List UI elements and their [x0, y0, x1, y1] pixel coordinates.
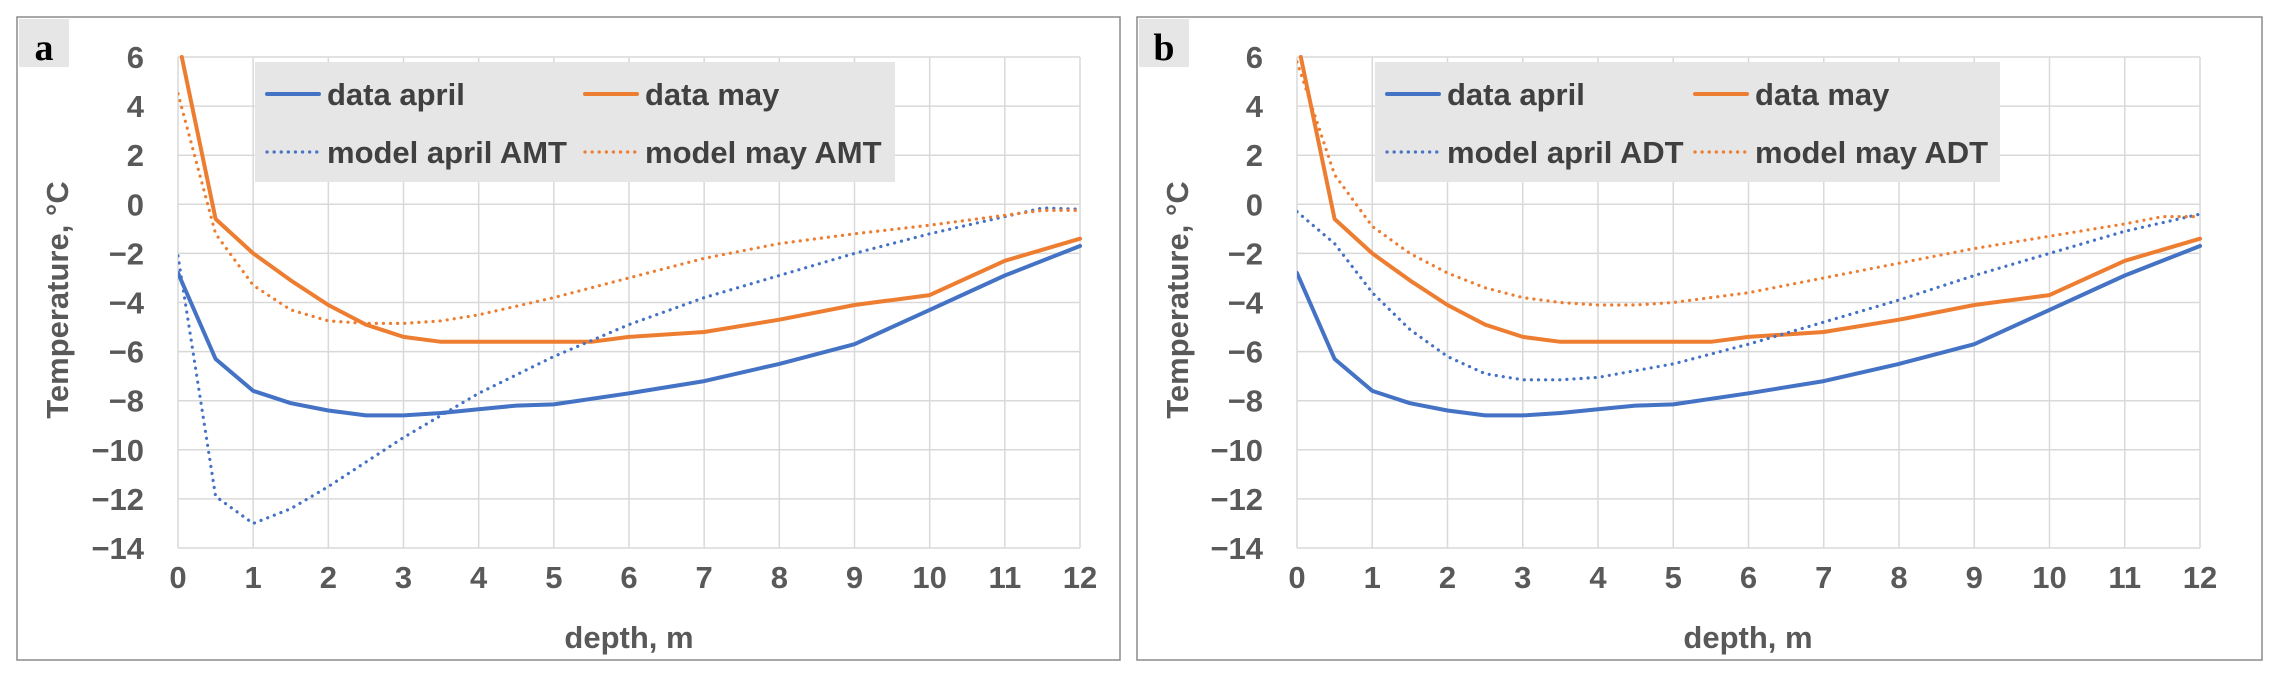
legend-label: data may: [645, 77, 780, 112]
legend-background: [255, 62, 895, 182]
series-lines: [1297, 55, 2202, 418]
y-axis-title: Temperature, °C: [1160, 181, 1195, 419]
x-tick-label: 0: [169, 560, 186, 595]
y-tick-label: −12: [91, 482, 144, 517]
y-tick-label: 6: [127, 40, 144, 75]
legend-background: [1375, 62, 2000, 182]
x-tick-label: 3: [395, 560, 412, 595]
y-tick-label: −6: [1228, 335, 1263, 370]
x-tick-label: 4: [470, 560, 488, 595]
y-tick-label: −8: [109, 384, 144, 419]
chart-panel-b: 0 1 2 3 4 5 6 7 8 9 10 11 126420−2−4−6−8−10−12−14dep…: [1136, 16, 2263, 661]
legend-label: model may ADT: [1755, 135, 1988, 170]
x-tick-label: 5: [545, 560, 562, 595]
series-line-data-may: [1298, 55, 2202, 344]
y-tick-label: −8: [1228, 384, 1263, 419]
y-tick-label: 0: [127, 187, 144, 222]
series-line-model-may-amt: [178, 92, 1082, 325]
y-tick-label: 2: [1246, 138, 1263, 173]
series-lines: [178, 55, 1082, 526]
y-tick-label: 4: [127, 89, 145, 124]
series-line-data-april: [1297, 244, 2202, 418]
panel-letter-background: [19, 19, 69, 67]
legend-label: data april: [1447, 77, 1585, 112]
y-tick-label: −10: [91, 433, 144, 468]
y-tick-label: 0: [1246, 187, 1263, 222]
x-tick-label: 11: [988, 560, 1021, 595]
y-tick-label: 2: [127, 138, 144, 173]
legend: data april data may model april ADT model m…: [1375, 62, 2000, 182]
y-tick-label: −14: [91, 531, 144, 566]
x-tick-label: 1: [245, 560, 262, 595]
x-tick-label: 1: [1364, 560, 1381, 595]
x-tick-label: 8: [771, 560, 788, 595]
y-axis-title: Temperature, °C: [40, 181, 75, 419]
y-tick-label: −10: [1210, 433, 1263, 468]
y-tick-label: 6: [1246, 40, 1263, 75]
legend: data april data may model april AMT model m…: [255, 62, 895, 182]
panel-letter: b: [1153, 27, 1174, 69]
x-tick-label: 9: [1966, 560, 1983, 595]
y-tick-label: −2: [109, 236, 144, 271]
series-line-model-april-adt: [1297, 210, 2202, 382]
x-tick-label: 4: [1589, 560, 1607, 595]
y-tick-label: −4: [1228, 286, 1264, 321]
x-tick-label: 7: [1815, 560, 1832, 595]
series-line-data-april: [178, 244, 1082, 418]
x-tick-label: 11: [2108, 560, 2141, 595]
x-tick-label: 2: [1439, 560, 1456, 595]
y-tick-label: 4: [1246, 89, 1264, 124]
x-tick-label: 7: [696, 560, 713, 595]
x-tick-label: 10: [2032, 560, 2066, 595]
x-tick-label: 6: [620, 560, 637, 595]
y-tick-label: −14: [1210, 531, 1263, 566]
panel-letter-background: [1139, 19, 1189, 67]
panel-letter: a: [35, 27, 54, 69]
x-tick-label: 3: [1514, 560, 1531, 595]
series-line-model-april-amt: [178, 206, 1082, 526]
x-axis-title: depth, m: [564, 620, 693, 655]
x-tick-label: 9: [846, 560, 863, 595]
x-tick-label: 2: [320, 560, 337, 595]
y-tick-label: −2: [1228, 236, 1263, 271]
series-line-data-may: [179, 55, 1082, 344]
x-tick-label: 12: [2183, 560, 2217, 595]
legend-label: data may: [1755, 77, 1890, 112]
x-tick-label: 5: [1665, 560, 1682, 595]
x-tick-label: 8: [1890, 560, 1907, 595]
legend-label: model may AMT: [645, 135, 882, 170]
x-tick-label: 12: [1063, 560, 1097, 595]
x-tick-label: 0: [1288, 560, 1305, 595]
x-axis-title: depth, m: [1683, 620, 1812, 655]
legend-label: data april: [327, 77, 465, 112]
chart-panel-a: 0 1 2 3 4 5 6 7 8 9 10 11 126420−2−4−6−8−10−12−14dep…: [16, 16, 1121, 661]
x-tick-label: 6: [1740, 560, 1757, 595]
legend-label: model april ADT: [1447, 135, 1684, 170]
legend-label: model april AMT: [327, 135, 567, 170]
y-tick-label: −6: [109, 335, 144, 370]
x-tick-label: 10: [912, 560, 946, 595]
y-tick-label: −12: [1210, 482, 1263, 517]
y-tick-label: −4: [109, 286, 145, 321]
